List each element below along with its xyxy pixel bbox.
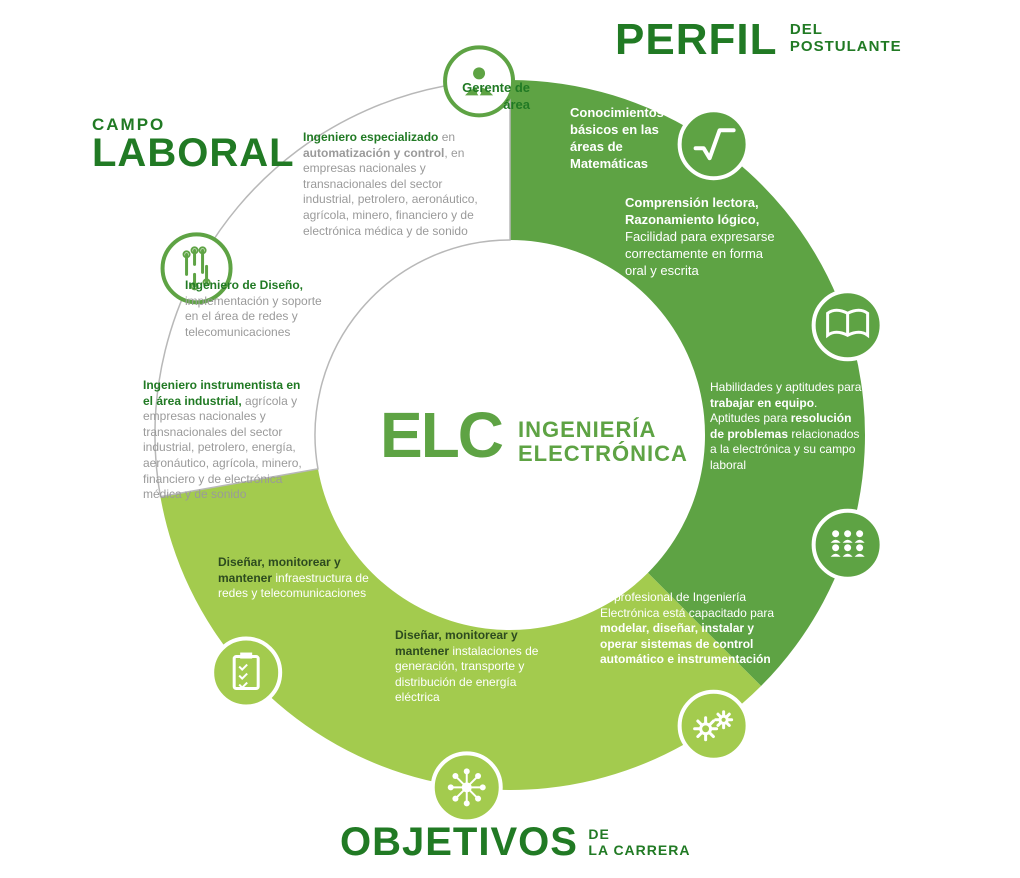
- center-line1: INGENIERÍA: [518, 417, 656, 442]
- center-abbr: ELC: [380, 399, 503, 471]
- laboral-item-2: Ingeniero de Diseño, implementación y so…: [185, 278, 335, 340]
- team-icon: [814, 511, 882, 579]
- gears-icon: [680, 692, 748, 760]
- title-laboral: CAMPO LABORAL: [92, 115, 295, 176]
- book-icon: [814, 291, 882, 359]
- perfil-item-2: Comprensión lectora, Razonamiento lógico…: [625, 195, 780, 279]
- objetivo-item-2: Diseñar, monitorear y mantener instalaci…: [395, 628, 550, 706]
- center-title: ELC INGENIERÍAELECTRÓNICA: [380, 399, 688, 471]
- sqrt-icon: [680, 110, 748, 178]
- objetivo-item-1: El profesional de Ingeniería Electrónica…: [600, 590, 775, 668]
- title-perfil: PERFIL DEL POSTULANTE: [615, 15, 902, 65]
- laboral-item-3: Ingeniero especializado en automatizació…: [303, 130, 478, 239]
- center-line2: ELECTRÓNICA: [518, 441, 688, 466]
- objetivo-item-3: Diseñar, monitorear y mantener infraestr…: [218, 555, 373, 602]
- title-objetivos: OBJETIVOS DE LA CARRERA: [340, 820, 690, 865]
- perfil-item-1: Conocimientos básicos en las áreas de Ma…: [570, 105, 685, 173]
- laboral-item-1: Ingeniero instrumentista en el área indu…: [143, 378, 308, 503]
- clipboard-icon: [212, 639, 280, 707]
- network-icon: [433, 753, 501, 821]
- laboral-item-4: Gerente de área: [440, 80, 530, 114]
- perfil-item-3: Habilidades y aptitudes para trabajar en…: [710, 380, 865, 474]
